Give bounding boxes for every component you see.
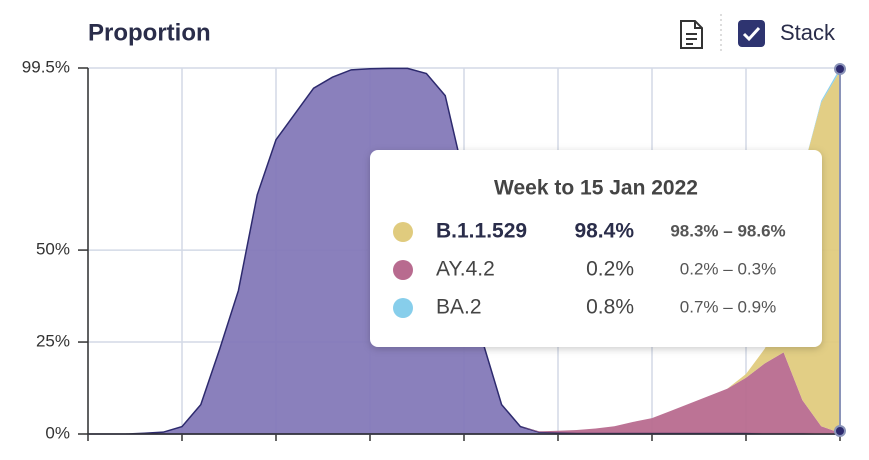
tooltip-name: B.1.1.529 bbox=[436, 220, 527, 243]
tooltip: Week to 15 Jan 2022 B.1.1.529 98.4% 98.3% –… bbox=[370, 150, 822, 347]
tooltip-range: 0.2% – 0.3% bbox=[680, 259, 776, 278]
tooltip-range: 0.7% – 0.9% bbox=[680, 297, 776, 316]
y-tick-label: 0% bbox=[45, 423, 70, 442]
plot: 0% 25% 50% 99.5% Week to 15 Jan 2022 B.1.1.52… bbox=[22, 57, 846, 442]
tooltip-swatch bbox=[393, 298, 413, 318]
tooltip-value: 98.4% bbox=[574, 220, 634, 243]
tooltip-value: 0.8% bbox=[586, 296, 634, 319]
tooltip-name: BA.2 bbox=[436, 296, 482, 319]
tooltip-name: AY.4.2 bbox=[436, 258, 495, 281]
export-icon[interactable] bbox=[680, 20, 703, 49]
tooltip-value: 0.2% bbox=[586, 258, 634, 281]
y-tick-label: 25% bbox=[36, 332, 70, 351]
tooltip-swatch bbox=[393, 260, 413, 280]
area bbox=[88, 68, 840, 435]
y-tick-label: 99.5% bbox=[22, 57, 70, 76]
y-tick-label: 50% bbox=[36, 240, 70, 259]
stack-checkbox[interactable] bbox=[738, 20, 765, 47]
hover-point bbox=[834, 63, 846, 75]
hover-point bbox=[834, 425, 846, 437]
stack-label[interactable]: Stack bbox=[780, 20, 836, 45]
tooltip-range: 98.3% – 98.6% bbox=[670, 221, 785, 240]
title: Proportion bbox=[88, 19, 211, 46]
tooltip-swatch bbox=[393, 222, 413, 242]
tooltip-title: Week to 15 Jan 2022 bbox=[494, 177, 698, 200]
tooltip-box bbox=[370, 150, 822, 347]
